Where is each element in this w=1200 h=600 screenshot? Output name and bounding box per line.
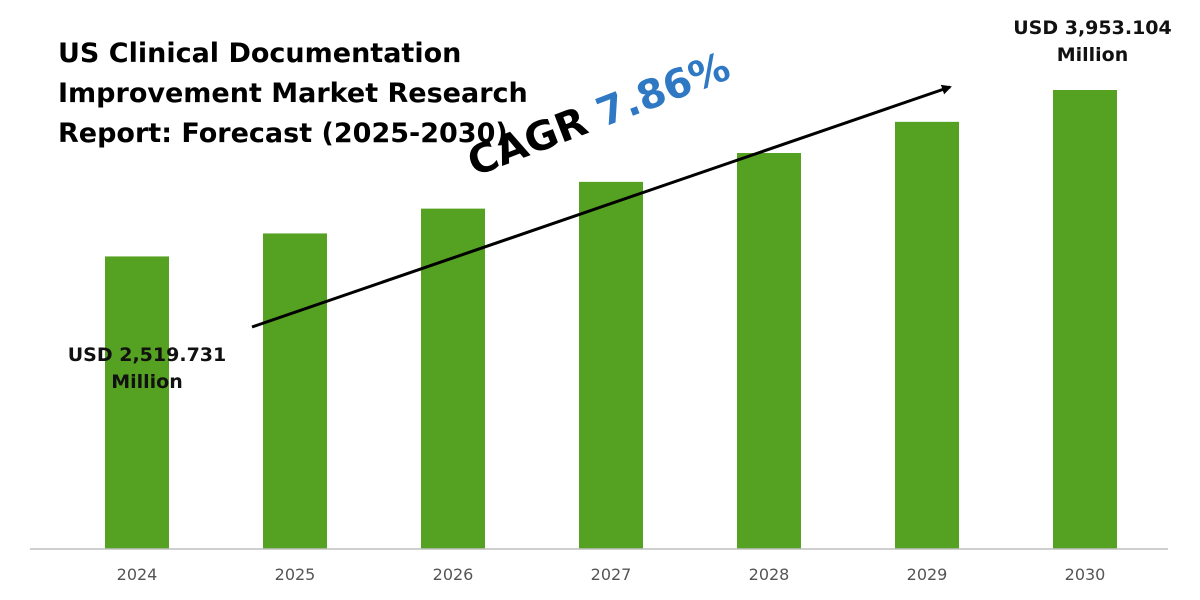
bar-2030 [1053, 90, 1117, 549]
x-tick-label-2030: 2030 [1065, 565, 1106, 584]
end-value-unit: Million [1056, 44, 1129, 66]
start-value-unit: Million [111, 371, 183, 393]
start-value-annotation: USD 2,519.731 Million [42, 342, 252, 396]
x-tick-label-2027: 2027 [591, 565, 632, 584]
x-tick-labels: 2024 2025 2026 2027 2028 2029 2030 [117, 565, 1106, 584]
bar-2025 [263, 233, 327, 549]
bar-2026 [421, 208, 485, 550]
chart-title-line-2: Improvement Market Research [58, 78, 528, 109]
end-value-amount: USD 3,953.104 [1013, 17, 1172, 39]
x-tick-label-2024: 2024 [117, 565, 158, 584]
bar-2027 [579, 181, 643, 549]
x-tick-label-2026: 2026 [433, 565, 474, 584]
chart-title: US Clinical Documentation Improvement Ma… [58, 34, 578, 154]
x-tick-label-2025: 2025 [275, 565, 316, 584]
cagr-trend-arrow [251, 84, 952, 329]
bar-2024 [105, 256, 169, 549]
x-tick-label-2029: 2029 [907, 565, 948, 584]
bar-2029 [895, 121, 959, 549]
bars-layer [105, 90, 1117, 550]
end-value-annotation: USD 3,953.104 Million [990, 15, 1195, 69]
bar-2028 [737, 152, 801, 549]
x-tick-label-2028: 2028 [749, 565, 790, 584]
start-value-amount: USD 2,519.731 [67, 344, 227, 366]
chart-title-line-1: US Clinical Documentation [58, 38, 462, 69]
chart-title-line-3: Report: Forecast (2025-2030) [58, 118, 508, 149]
